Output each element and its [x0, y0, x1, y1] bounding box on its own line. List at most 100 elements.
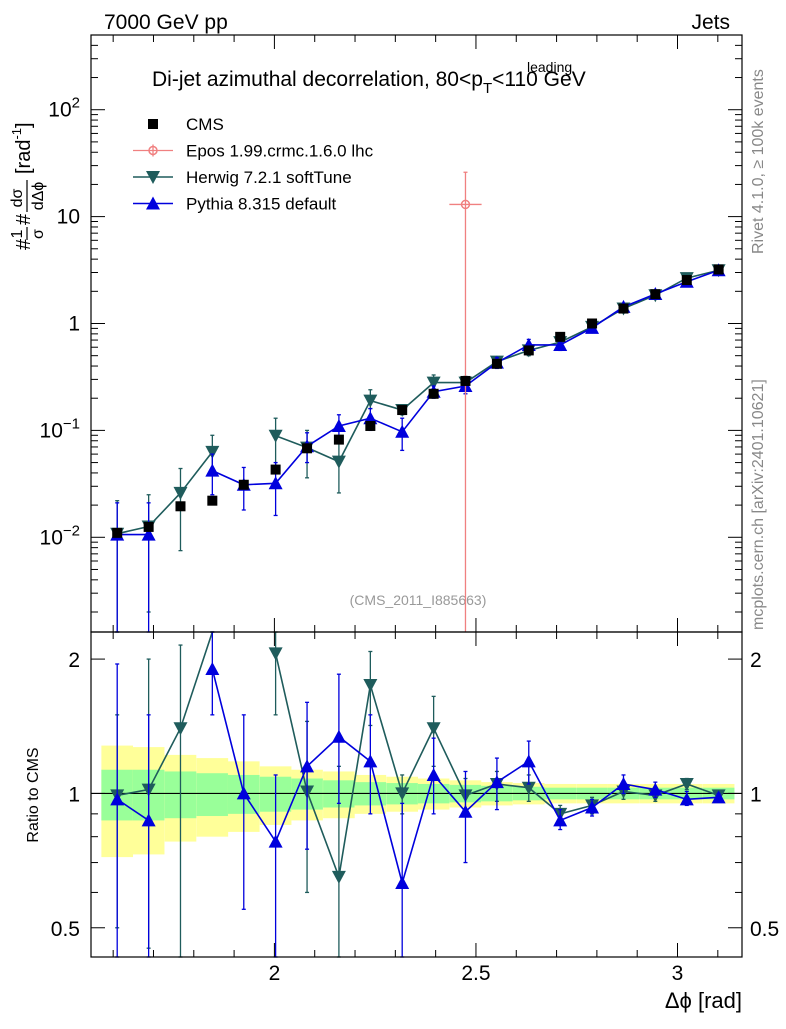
- cms-point: [618, 303, 629, 314]
- cms-point: [175, 501, 186, 512]
- pythia-point: [331, 418, 346, 432]
- cms-point: [397, 405, 408, 416]
- legend-label: Pythia 8.315 default: [186, 195, 337, 214]
- pythia-ratio-point: [489, 775, 504, 789]
- pythia-ratio-point: [679, 792, 694, 806]
- cms-point: [302, 443, 313, 454]
- y-label-num1: 1: [9, 229, 26, 238]
- pythia-ratio-point: [553, 813, 568, 827]
- legend-label: Epos 1.99.crmc.1.6.0 lhc: [186, 142, 374, 161]
- cms-point: [333, 434, 344, 445]
- axes: 2 2.5 3 10−2 10−1 1 10 102 0.5 0.5 1 1 2 2: [40, 34, 779, 985]
- y-label-hash1: #: [13, 238, 35, 250]
- y-label-den1: σ: [30, 229, 47, 239]
- ratio-tick-label-left: 2: [68, 649, 80, 672]
- ratio-tick-label-right: 2: [750, 649, 762, 672]
- pythia-ratio-point: [426, 767, 441, 781]
- analysis-tag: (CMS_2011_I885663): [350, 592, 487, 608]
- herwig-line: [117, 451, 213, 535]
- legend: CMS Epos 1.99.crmc.1.6.0 lhc Herwig 7.2.1 …: [133, 115, 374, 214]
- ratio-y-axis-label: Ratio to CMS: [25, 747, 42, 842]
- x-tick-label: 3: [672, 962, 684, 985]
- herwig-point: [268, 429, 283, 443]
- ratio-tick-label-right: 1: [750, 783, 762, 806]
- legend-label: CMS: [186, 115, 224, 134]
- cms-point: [523, 345, 534, 356]
- pythia-point: [553, 337, 568, 351]
- pythia-ratio-point: [236, 786, 251, 800]
- herwig-ratio-point: [679, 777, 694, 791]
- pythia-ratio-point: [521, 754, 536, 768]
- pythia-point: [268, 476, 283, 490]
- y-label-unit: [rad-1]: [9, 122, 35, 174]
- y-tick-label: 10: [57, 206, 80, 229]
- cms-point: [365, 420, 376, 431]
- epos-point: [460, 199, 471, 210]
- pythia-ratio-point: [331, 729, 346, 743]
- x-tick-label: 2.5: [461, 962, 490, 985]
- y-tick-label: 1: [68, 313, 80, 336]
- y-tick-label: 102: [48, 95, 80, 122]
- pythia-ratio-point: [395, 875, 410, 889]
- ratio-tick-label-left: 0.5: [51, 918, 80, 941]
- pythia-ratio-point: [268, 834, 283, 848]
- legend-marker: [148, 119, 158, 129]
- herwig-ratio-point: [331, 870, 346, 884]
- pythia-point: [395, 424, 410, 438]
- ratio-tick-label-left: 1: [68, 783, 80, 806]
- pythia-ratio-point: [300, 759, 315, 773]
- y-tick-label: 10−2: [40, 522, 80, 549]
- legend-marker: [146, 171, 160, 184]
- herwig-point: [173, 486, 188, 500]
- ratio-plot-marks: [110, 631, 726, 958]
- header-left: 7000 GeV pp: [104, 11, 228, 34]
- cms-point: [555, 331, 566, 342]
- cms-point: [491, 358, 502, 369]
- pythia-point: [363, 411, 378, 425]
- cms-point: [143, 521, 154, 532]
- cms-point: [681, 275, 692, 286]
- ratio-plot-frame: [90, 631, 743, 958]
- x-tick-label: 2: [269, 962, 281, 985]
- cms-point: [587, 318, 598, 329]
- cms-point: [207, 495, 218, 506]
- cms-point: [112, 527, 123, 538]
- herwig-point: [426, 376, 441, 390]
- cms-point: [460, 375, 471, 386]
- herwig-ratio-point: [521, 781, 536, 795]
- pythia-ratio-point: [205, 662, 220, 676]
- main-plot-marks: [110, 171, 726, 633]
- pythia-point: [205, 463, 220, 477]
- header-right: Jets: [691, 11, 730, 34]
- y-axis-label: # 1 σ # dσ dΔϕ [rad-1]: [9, 122, 47, 250]
- cms-point: [650, 289, 661, 300]
- herwig-ratio-point: [173, 722, 188, 736]
- side-label-bottom: mcplots.cern.ch [arXiv:2401.10621]: [750, 379, 767, 630]
- legend-marker: [146, 196, 160, 210]
- herwig-ratio-point: [395, 787, 410, 801]
- side-label-top: Rivet 4.1.0, ≥ 100k events: [750, 69, 767, 254]
- herwig-ratio-point: [426, 722, 441, 736]
- pythia-ratio-point: [585, 800, 600, 814]
- chart-title: Di-jet azimuthal decorrelation, 80<pT<11…: [152, 68, 586, 97]
- band-inner-bin: [196, 773, 229, 817]
- x-axis-label: Δϕ [rad]: [665, 988, 742, 1013]
- cms-point: [238, 479, 249, 490]
- chart-title-sup: leading: [527, 59, 572, 75]
- pythia-ratio-point: [141, 813, 156, 827]
- herwig-point: [363, 394, 378, 408]
- y-label-num2: dσ: [9, 188, 26, 207]
- y-label-den2: dΔϕ: [30, 182, 47, 211]
- pythia-ratio-point: [110, 792, 125, 806]
- herwig-point: [331, 455, 346, 469]
- legend-label: Herwig 7.2.1 softTune: [186, 168, 352, 187]
- cms-point: [713, 264, 724, 275]
- pythia-ratio-point: [648, 782, 663, 796]
- cms-point: [270, 464, 281, 475]
- y-label-hash2: #: [13, 213, 35, 225]
- herwig-ratio-point: [268, 647, 283, 661]
- herwig-ratio-point: [363, 678, 378, 692]
- herwig-ratio-line: [117, 631, 214, 797]
